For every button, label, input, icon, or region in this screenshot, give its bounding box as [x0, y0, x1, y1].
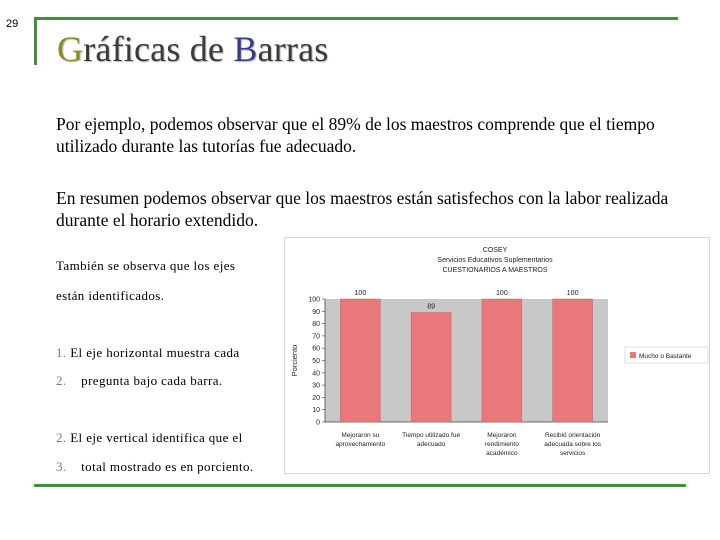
x-category-label: rendimiento: [485, 441, 519, 448]
list-item-text: pregunta bajo cada barra.: [81, 373, 223, 388]
y-tick-label: 90: [312, 309, 320, 316]
chart-title-line: Servicios Educativos Suplementarios: [437, 257, 553, 264]
bar-value-label: 89: [427, 304, 435, 311]
chart-title-line: COSEY: [483, 247, 508, 254]
paragraph-example: Por ejemplo, podemos observar que el 89%…: [56, 114, 655, 156]
title-initial-g: G: [57, 29, 84, 69]
y-tick-label: 30: [312, 383, 320, 390]
legend-box: [624, 346, 709, 364]
y-tick-label: 20: [312, 395, 320, 402]
y-tick-label: 40: [312, 370, 320, 377]
x-category-label: aprovechamiento: [335, 441, 385, 448]
list-item-text: total mostrado es en porciento.: [81, 459, 254, 474]
bar-value-label: 100: [567, 290, 579, 297]
y-tick-label: 10: [312, 407, 320, 414]
bar: [552, 298, 593, 423]
bar: [340, 298, 381, 423]
list-item-number: 2.: [56, 430, 67, 445]
x-category-label: Tiempo utilizado fue: [402, 432, 460, 439]
paragraph-summary: En resumen podemos observar que los maes…: [56, 188, 669, 230]
y-tick-label: 100: [308, 297, 320, 304]
y-tick-label: 0: [316, 420, 320, 427]
bar: [410, 312, 452, 423]
list-item-number: 3.: [56, 459, 67, 474]
list-item-text: El eje horizontal muestra cada: [70, 345, 240, 360]
list-item-number: 1.: [56, 345, 67, 360]
bar: [481, 298, 523, 423]
slide-title: Gráficas de Barras: [57, 28, 328, 70]
legend-swatch: [630, 352, 636, 358]
list-item-text: El eje vertical identifica que el: [70, 430, 243, 445]
x-category-label: Recibió orientación: [545, 432, 601, 439]
chart-title-line: CUESTIONARIOS A MAESTROS: [442, 267, 547, 274]
y-tick-label: 80: [312, 321, 320, 328]
x-category-label: Mejoraron: [487, 432, 517, 439]
slide-number: 29: [6, 18, 19, 30]
y-tick-label: 70: [312, 333, 320, 340]
bar-value-label: 100: [496, 290, 508, 297]
list-item: 1. El eje horizontal muestra cada: [56, 345, 240, 361]
bar-value-label: 100: [355, 290, 367, 297]
list-item: 2. pregunta bajo cada barra.: [56, 373, 223, 389]
frame-top-rule: [34, 17, 678, 20]
y-tick-label: 60: [312, 346, 320, 353]
title-initial-b: B: [233, 29, 258, 69]
y-axis-label: Porciento: [290, 345, 299, 377]
x-category-label: académico: [486, 450, 518, 457]
frame-bottom-rule: [34, 484, 686, 487]
list-item: 2. El eje vertical identifica que el: [56, 430, 243, 446]
bar-chart-svg: COSEY Servicios Educativos Suplementarios…: [290, 247, 709, 457]
note-line-2: están identificados.: [56, 288, 165, 303]
title-part2: arras: [257, 29, 329, 69]
legend-label: Mucho o Bastante: [639, 353, 692, 360]
list-item-number: 2.: [56, 373, 67, 388]
x-category-label: servicios: [560, 450, 586, 457]
bar-chart: COSEY Servicios Educativos Suplementarios…: [284, 237, 710, 474]
title-part1: ráficas de: [83, 29, 234, 69]
frame-left-rule: [34, 17, 37, 65]
list-item: 3. total mostrado es en porciento.: [56, 459, 254, 475]
x-category-label: adecuada sobre los: [544, 441, 601, 448]
x-category-label: adecuado: [417, 441, 446, 448]
y-tick-label: 50: [312, 358, 320, 365]
x-category-label: Mejoraron su: [341, 432, 379, 439]
note-line-1: También se observa que los ejes: [56, 258, 236, 273]
